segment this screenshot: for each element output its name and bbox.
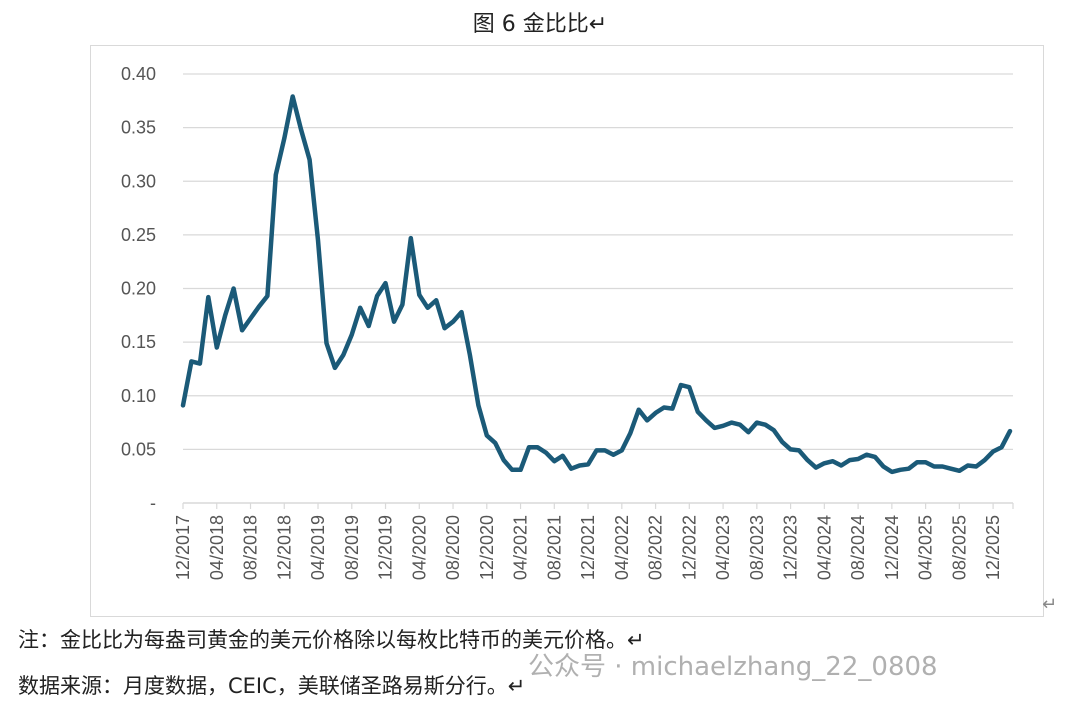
x-tick-label: 04/2021: [511, 515, 531, 580]
x-tick-label: 12/2024: [882, 515, 902, 580]
series-line: [180, 94, 1013, 475]
watermark: 公众号 · michaelzhang_22_0808: [528, 652, 938, 682]
y-tick-label: 0.10: [121, 386, 156, 406]
x-tick-label: 08/2024: [848, 515, 868, 580]
x-tick-label: 04/2022: [612, 515, 632, 580]
y-tick-label: 0.30: [121, 171, 156, 191]
figure-title: 图 6 金比比↵: [472, 12, 608, 37]
x-tick-label: 12/2017: [173, 515, 193, 580]
y-tick-label: 0.20: [121, 279, 156, 299]
x-tick-label: 04/2025: [916, 515, 936, 580]
x-tick-label: 08/2021: [544, 515, 564, 580]
chart-frame: [90, 45, 1044, 617]
x-tick-label: 12/2019: [376, 515, 396, 580]
note-text: 注：金比比为每盎司黄金的美元价格除以每枚比特币的美元价格。↵: [18, 628, 645, 652]
x-tick-label: 12/2023: [781, 515, 801, 580]
x-tick-label: 12/2021: [578, 515, 598, 580]
y-tick-label: -: [150, 493, 156, 513]
x-tick-label: 12/2020: [477, 515, 497, 580]
x-tick-label: 08/2018: [241, 515, 261, 580]
x-tick-label: 04/2018: [207, 515, 227, 580]
x-tick-label: 04/2024: [814, 515, 834, 580]
y-tick-label: 0.05: [121, 439, 156, 459]
x-tick-label: 08/2023: [747, 515, 767, 580]
x-tick-label: 08/2022: [646, 515, 666, 580]
x-tick-label: 12/2025: [983, 515, 1003, 580]
y-tick-label: 0.25: [121, 225, 156, 245]
x-tick-label: 04/2020: [409, 515, 429, 580]
x-tick-label: 04/2019: [308, 515, 328, 580]
x-tick-label: 12/2022: [679, 515, 699, 580]
x-tick-label: 08/2025: [949, 515, 969, 580]
y-tick-label: 0.40: [121, 64, 156, 84]
x-tick-label: 08/2019: [342, 515, 362, 580]
x-tick-label: 08/2020: [443, 515, 463, 580]
source-text: 数据来源：月度数据，CEIC，美联储圣路易斯分行。↵: [18, 674, 526, 698]
return-mark: ↵: [1042, 594, 1058, 615]
x-tick-label: 12/2018: [274, 515, 294, 580]
y-tick-label: 0.15: [121, 332, 156, 352]
y-tick-label: 0.35: [121, 118, 156, 138]
x-tick-label: 04/2023: [713, 515, 733, 580]
